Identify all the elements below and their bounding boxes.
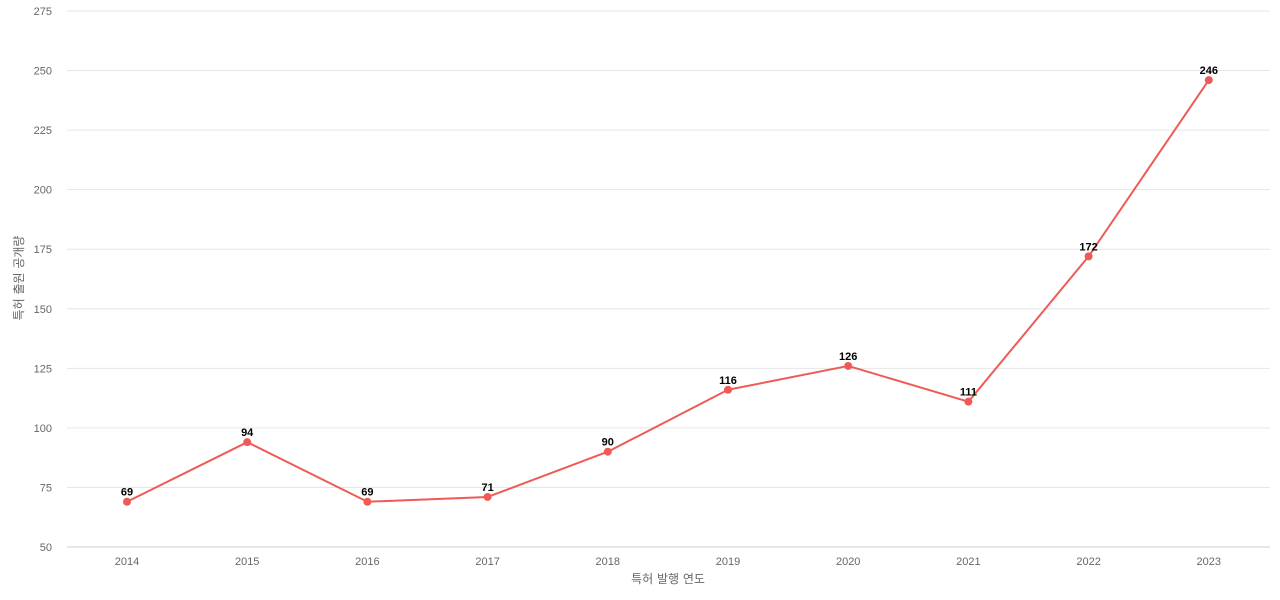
y-tick-label: 75 [40,482,52,494]
y-tick-label: 175 [34,244,52,256]
y-tick-label: 150 [34,304,52,316]
x-tick-label: 2017 [475,556,499,568]
data-label: 94 [241,427,254,439]
series-group [123,76,1213,506]
x-tick-label: 2023 [1197,556,1221,568]
y-tick-label: 100 [34,423,52,435]
x-tick-label: 2014 [115,556,139,568]
x-tick-label: 2015 [235,556,259,568]
y-tick-label: 250 [34,66,52,78]
data-point[interactable] [1204,76,1213,85]
y-tick-label: 125 [34,363,52,375]
data-label: 172 [1079,241,1097,253]
y-axis-title: 특허 출원 공개량 [12,236,26,321]
x-tick-label: 2022 [1076,556,1100,568]
data-label: 246 [1200,65,1218,77]
data-point[interactable] [724,385,732,394]
x-axis-title: 특허 발행 연도 [631,571,705,586]
data-point[interactable] [483,492,492,501]
y-tick-label: 225 [34,125,52,137]
data-point[interactable] [844,361,853,370]
y-tick-label: 50 [40,542,52,554]
data-point[interactable] [1084,252,1093,261]
data-label: 90 [602,437,614,449]
data-label: 71 [481,482,493,494]
data-point[interactable] [123,497,131,506]
data-label: 69 [121,487,133,499]
x-tick-label: 2019 [716,556,740,568]
x-axis-ticks: 2014 2015 2016 2017 2018 2019 2020 2021 2022 2023 [115,556,1221,568]
data-label: 116 [719,375,737,387]
data-label: 111 [960,387,977,399]
x-tick-label: 2021 [956,556,980,568]
data-point[interactable] [243,438,252,447]
data-labels: 69 94 69 71 90 116 126 111 172 246 [121,65,1218,499]
data-label: 126 [839,351,857,363]
series-line [126,79,1210,503]
y-tick-label: 275 [34,6,52,18]
data-point[interactable] [363,497,372,506]
data-point[interactable] [603,447,612,456]
x-tick-label: 2020 [836,556,860,568]
x-tick-label: 2016 [355,556,379,568]
data-point[interactable] [964,397,973,406]
x-tick-label: 2018 [596,556,620,568]
data-label: 69 [361,487,373,499]
y-tick-label: 200 [34,185,52,197]
grid-lines [67,10,1270,548]
y-axis-ticks: 50 75 100 125 150 175 200 225 250 275 [34,6,52,554]
